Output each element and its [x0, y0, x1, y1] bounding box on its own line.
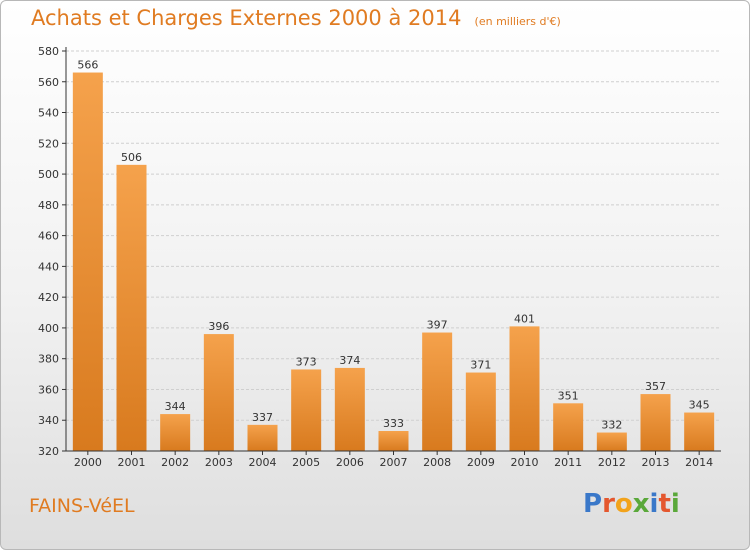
y-tick-label: 460: [38, 230, 59, 243]
brand-letter: o: [614, 489, 633, 519]
brand-letter: x: [632, 489, 650, 519]
x-tick-label-2010: 2010: [511, 456, 539, 469]
y-tick-label: 500: [38, 168, 59, 181]
x-tick-label-2007: 2007: [380, 456, 408, 469]
y-tick-label: 340: [38, 414, 59, 427]
chart-title-block: Achats et Charges Externes 2000 à 2014 (…: [31, 6, 561, 30]
x-tick-label-2014: 2014: [685, 456, 713, 469]
bar-2001: [116, 164, 147, 451]
value-label-2008: 397: [427, 319, 448, 332]
y-tick-label: 480: [38, 199, 59, 212]
value-label-2000: 566: [77, 59, 98, 72]
brand-letter: t: [658, 489, 671, 519]
x-tick-label-2011: 2011: [554, 456, 582, 469]
chart-title: Achats et Charges Externes 2000 à 2014: [31, 6, 462, 30]
axes: 320 340 360 380 400 420 440 460 480 500 520 540 560 5…: [38, 45, 721, 469]
commune-name: FAINS-VéEL: [29, 495, 135, 517]
bar-2012: [596, 432, 627, 451]
value-label-2002: 344: [165, 400, 186, 413]
x-tick-label-2012: 2012: [598, 456, 626, 469]
brand-letter: r: [602, 489, 615, 519]
brand-letter: i: [670, 489, 680, 519]
value-label-2006: 374: [339, 354, 360, 367]
x-tick-label-2005: 2005: [292, 456, 320, 469]
x-tick-label-2001: 2001: [118, 456, 146, 469]
x-tick-label-2002: 2002: [161, 456, 189, 469]
value-label-2014: 345: [689, 399, 710, 412]
bar-2004: [247, 424, 278, 451]
value-label-2010: 401: [514, 312, 535, 325]
y-tick-label: 520: [38, 137, 59, 150]
bar-2000: [72, 72, 103, 452]
value-label-2013: 357: [645, 380, 666, 393]
y-tick-label: 440: [38, 260, 59, 273]
value-label-2003: 396: [208, 320, 229, 333]
chart-unit: (en milliers d'€): [474, 15, 561, 28]
y-tick-label: 400: [38, 322, 59, 335]
bar-2005: [291, 369, 322, 451]
brand-letter: P: [583, 489, 603, 519]
bar-2007: [378, 431, 409, 451]
x-tick-label-2003: 2003: [205, 456, 233, 469]
bar-2002: [160, 414, 191, 451]
bar-2010: [509, 326, 540, 451]
x-tick-label-2006: 2006: [336, 456, 364, 469]
value-labels: 566 506 344 396 337 373 374 333 397 371 401 351 332 3…: [77, 59, 709, 432]
y-tick-label: 420: [38, 291, 59, 304]
x-tick-label-2009: 2009: [467, 456, 495, 469]
y-tick-label: 320: [38, 445, 59, 458]
y-tick-label: 540: [38, 107, 59, 120]
bar-2009: [465, 372, 496, 451]
bar-2014: [684, 412, 715, 451]
bar-2003: [203, 334, 234, 451]
value-label-2012: 332: [601, 419, 622, 432]
x-tick-label-2004: 2004: [249, 456, 277, 469]
bar-2013: [640, 394, 671, 451]
bar-2006: [334, 367, 365, 451]
y-tick-label: 360: [38, 383, 59, 396]
value-label-2009: 371: [470, 359, 491, 372]
brand-letter: i: [649, 489, 659, 519]
value-label-2007: 333: [383, 417, 404, 430]
bar-2011: [553, 403, 584, 451]
x-tick-label-2000: 2000: [74, 456, 102, 469]
value-label-2005: 373: [296, 355, 317, 368]
x-tick-label-2008: 2008: [423, 456, 451, 469]
value-label-2001: 506: [121, 151, 142, 164]
bar-2008: [422, 332, 453, 451]
bars: [72, 72, 715, 452]
x-tick-label-2013: 2013: [642, 456, 670, 469]
brand-logo: Proxiti: [583, 489, 680, 519]
grid-lines: [66, 50, 721, 421]
y-tick-label: 560: [38, 76, 59, 89]
value-label-2004: 337: [252, 411, 273, 424]
value-label-2011: 351: [558, 389, 579, 402]
y-tick-label: 380: [38, 353, 59, 366]
y-tick-label: 580: [38, 45, 59, 58]
